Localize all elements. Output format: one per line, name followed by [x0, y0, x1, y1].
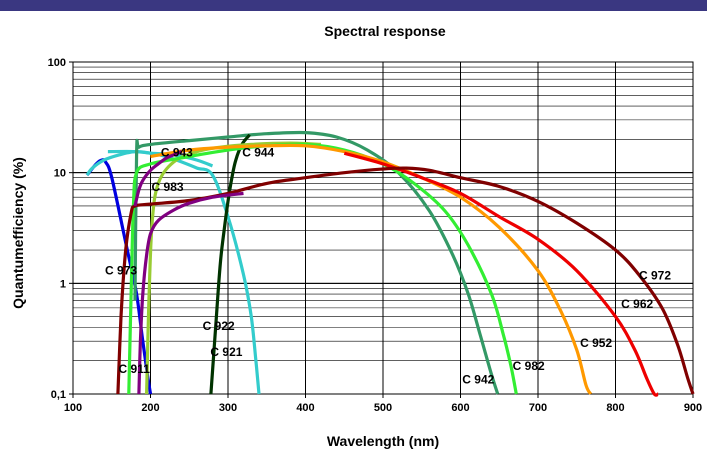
- y-axis-ticks: 0,1 1 10 100: [48, 57, 73, 401]
- x-tick-label: 500: [374, 402, 392, 414]
- series-label-c-952: C 952: [580, 336, 612, 350]
- y-axis-label: Quantumefficiency (%): [10, 157, 26, 309]
- series-label-c-962: C 962: [621, 297, 653, 311]
- series-line-c-972: [116, 166, 695, 395]
- series-lines: [85, 130, 695, 397]
- series-label-c-982: C 982: [513, 359, 545, 373]
- x-tick-label: 800: [606, 402, 624, 414]
- y-tick-label: 100: [48, 57, 66, 69]
- y-tick-label: 10: [54, 168, 66, 180]
- y-tick-label: 0,1: [51, 389, 66, 401]
- series-label-c-972: C 972: [639, 269, 671, 283]
- x-tick-label: 400: [296, 402, 314, 414]
- series-line-c-973: [137, 191, 244, 395]
- series-label-c-983: C 983: [152, 180, 184, 194]
- series-label-c-973: C 973: [105, 264, 137, 278]
- x-axis-label: Wavelength (nm): [327, 433, 439, 449]
- series-line-c-962: [343, 151, 659, 397]
- curve-labels: C 911 C 921 C 922 C 942 C 944 C 943 C 982 C 952…: [105, 145, 671, 386]
- y-tick-label: 1: [60, 278, 66, 290]
- series-line-c-921: [85, 149, 261, 395]
- x-tick-label: 700: [529, 402, 547, 414]
- x-tick-label: 900: [684, 402, 702, 414]
- series-label-c-942: C 942: [462, 372, 494, 386]
- series-line-c-983: [133, 150, 183, 207]
- series-label-c-911: C 911: [119, 362, 151, 376]
- x-tick-label: 200: [141, 402, 159, 414]
- series-label-c-922: C 922: [203, 319, 235, 333]
- x-tick-label: 100: [64, 402, 82, 414]
- series-line-c-942: [133, 130, 500, 395]
- x-tick-label: 600: [451, 402, 469, 414]
- series-label-c-943: C 943: [161, 145, 193, 159]
- series-label-c-921: C 921: [210, 345, 242, 359]
- header-bar: [0, 0, 707, 11]
- chart-title: Spectral response: [324, 23, 446, 39]
- x-axis-ticks: 100 200 300 400 500 600 700 800 900: [64, 394, 702, 414]
- x-tick-label: 300: [219, 402, 237, 414]
- series-label-c-944: C 944: [242, 145, 274, 159]
